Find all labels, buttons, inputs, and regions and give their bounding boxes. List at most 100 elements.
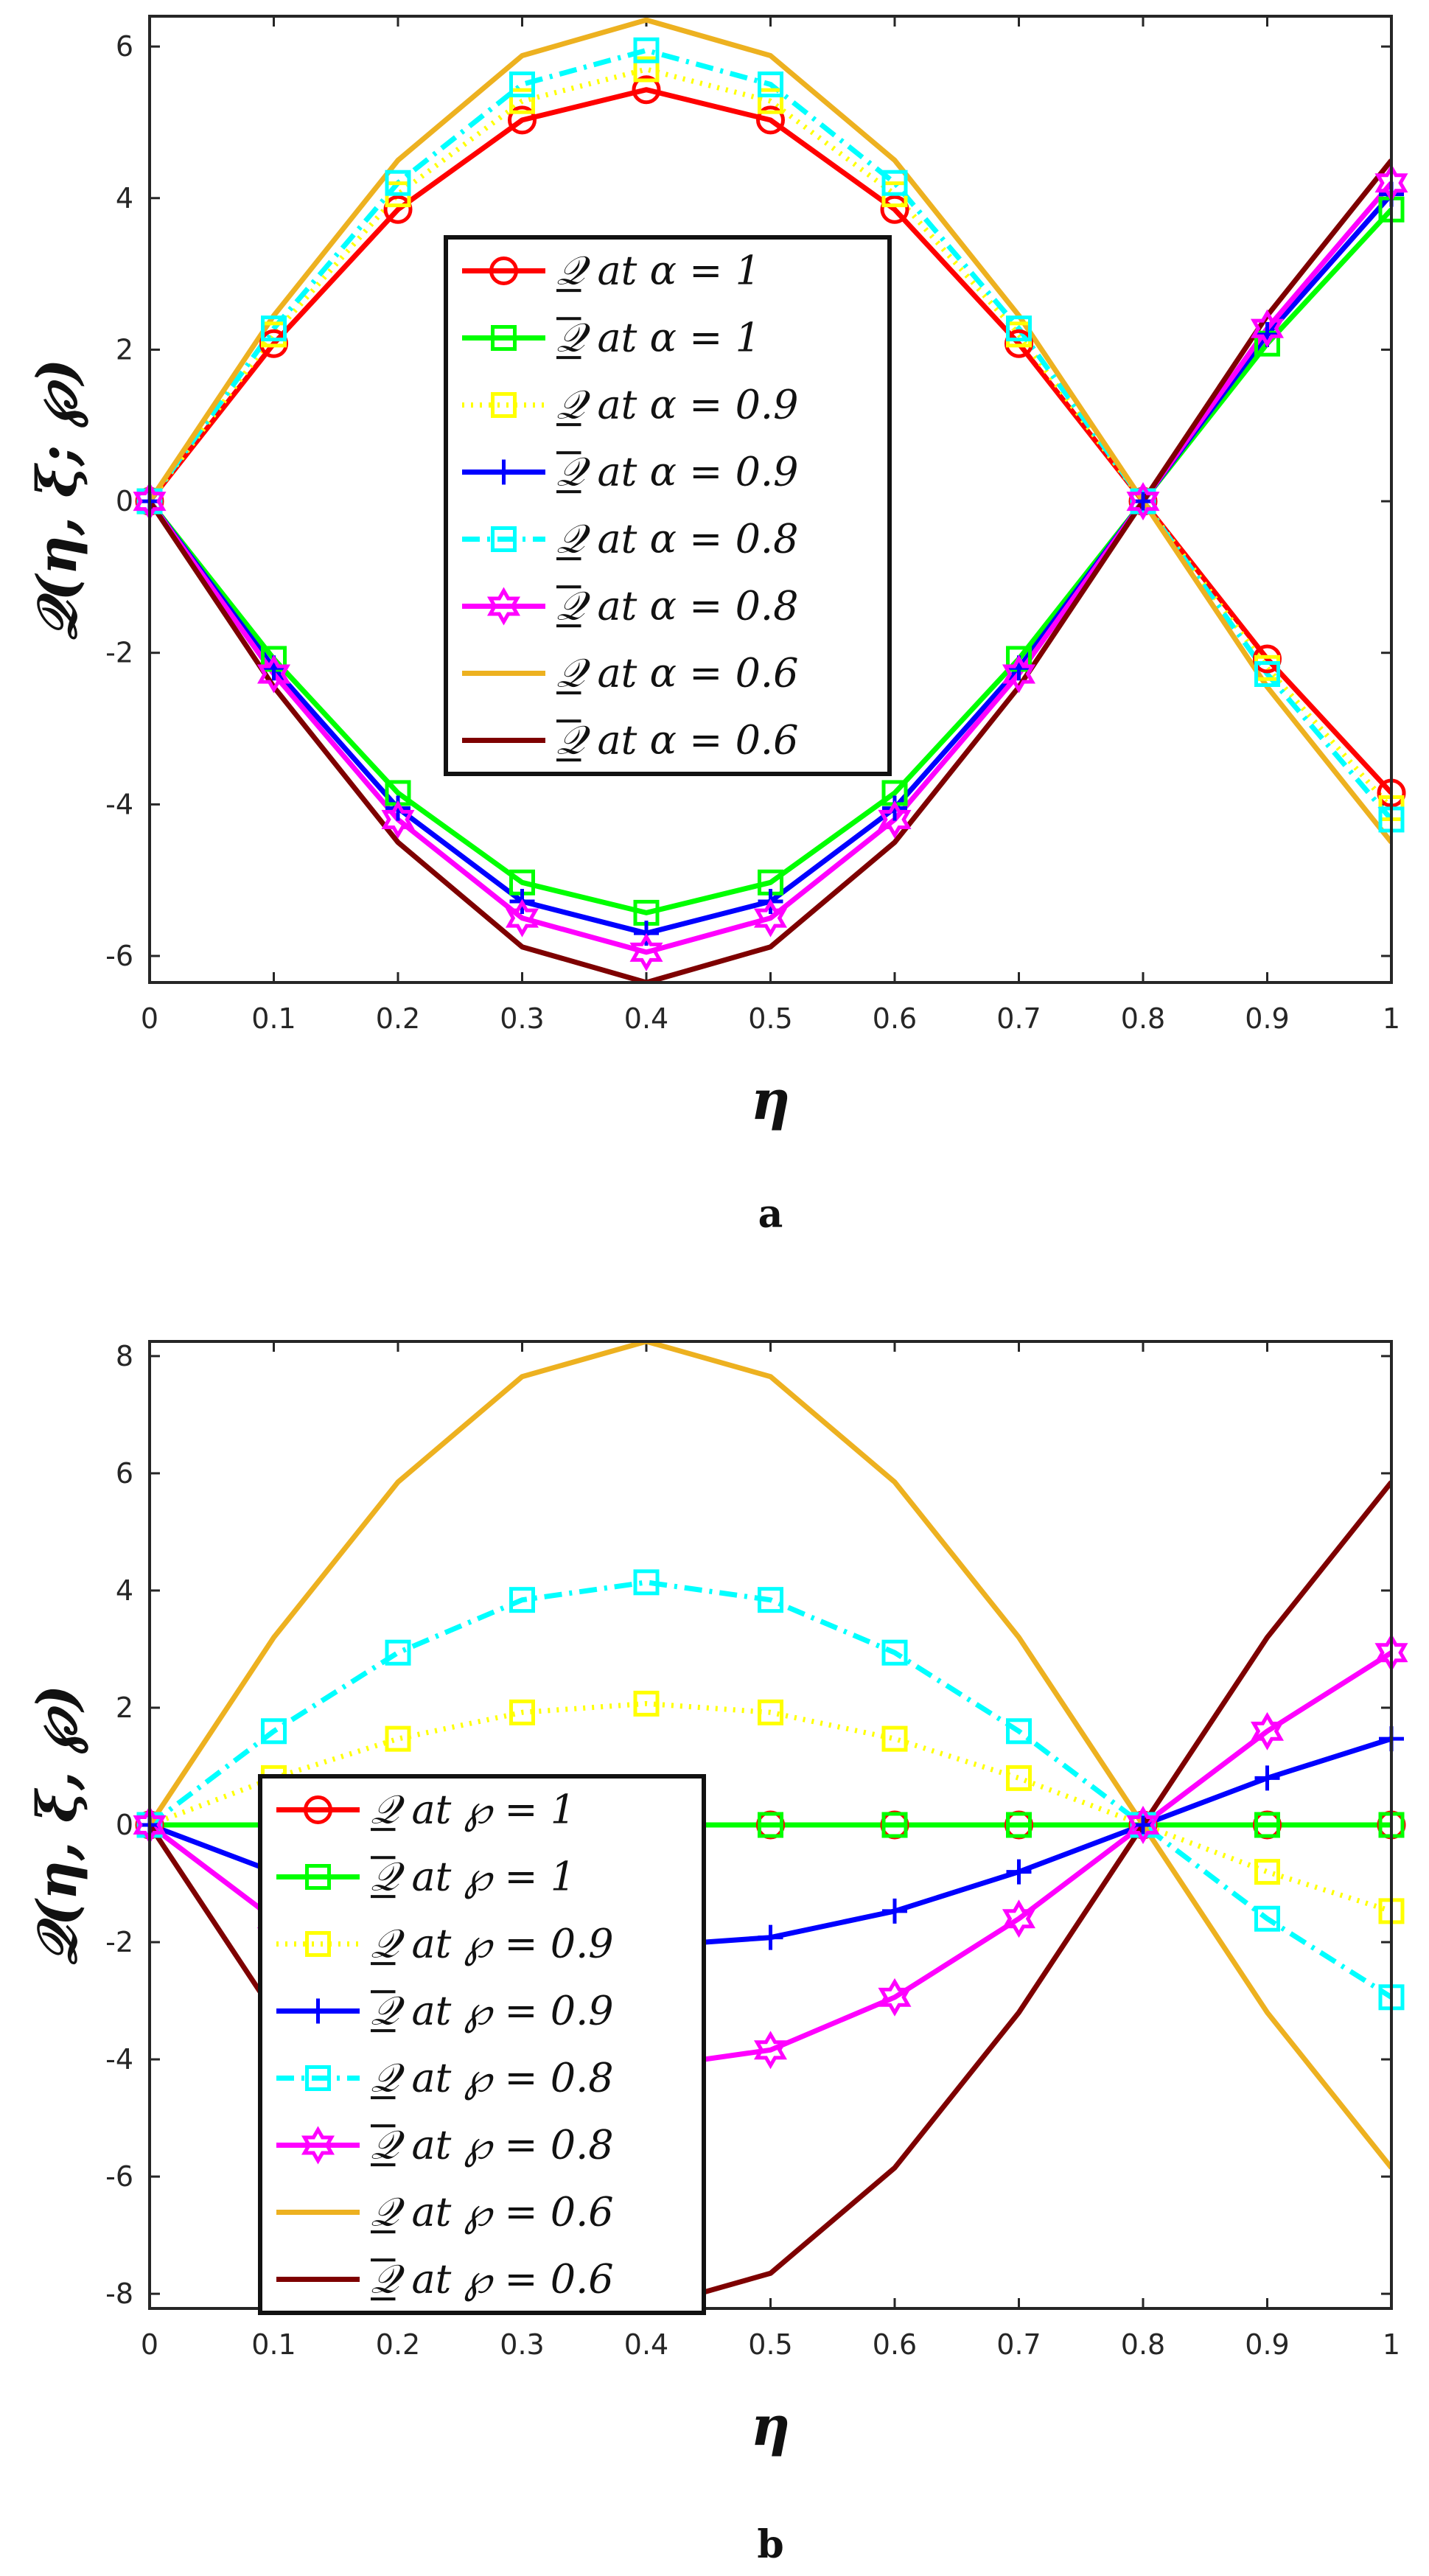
chart1-series-2-point	[1254, 1859, 1280, 1885]
chart1-series-line-4	[150, 1580, 1391, 2000]
chart0-series-4-point	[1006, 315, 1032, 342]
chart0-xtick-label: 0.2	[376, 1002, 420, 1035]
chart0-ytick-label: 0	[116, 485, 133, 517]
chart1-series-2-point	[881, 1725, 908, 1752]
chart1-legend-marker-5	[301, 2126, 335, 2165]
chart1-panel-letter: b	[757, 2522, 783, 2567]
chart1-series-4-point	[633, 1569, 660, 1596]
chart1-series-4-point	[509, 1587, 535, 1613]
chart1-xtick-label: 0.1	[251, 2328, 296, 2361]
chart0-series-4-point	[881, 170, 908, 196]
chart0-x-axis-label: η	[751, 1069, 791, 1132]
chart0-series-4-point	[1254, 661, 1280, 688]
chart0-series-0-point	[508, 105, 537, 135]
chart1-series-line-2	[150, 1700, 1391, 1914]
chart1-legend-label-6: at ℘ = 0.6	[411, 2189, 613, 2235]
chart1-series-2-point	[1006, 1765, 1032, 1791]
chart0-series-3-point	[882, 795, 907, 821]
chart0-series-5-point	[1250, 309, 1285, 348]
chart0-ytick-label: -6	[105, 940, 133, 972]
chart0-series-5-point	[878, 800, 912, 839]
chart0-legend-label-6: at α = 0.6	[597, 650, 798, 697]
chart1-axes-frame	[148, 1340, 1393, 2310]
chart1-xtick-label: 0.2	[376, 2328, 420, 2361]
chart1-ytick-label: -2	[105, 1926, 133, 1958]
chart0-series-4-point	[633, 37, 660, 63]
chart1-series-1-point	[881, 1812, 908, 1838]
chart0-legend-marker-4	[491, 526, 517, 552]
chart1-ytick-label: -8	[105, 2277, 133, 2310]
chart1-series-3-point	[1006, 1859, 1032, 1885]
chart1-y-axis-label: 𝒬(η, ξ, ℘)	[26, 1685, 89, 1966]
chart1-xtick-label: 0.7	[996, 2328, 1041, 2361]
chart1-series-4-point	[1254, 1905, 1280, 1932]
chart1-series-4-point	[385, 1639, 411, 1666]
chart1-series-2-point	[758, 1699, 783, 1725]
chart1-series-4-point	[261, 1718, 287, 1745]
chart1-series-1-point	[1006, 1812, 1032, 1838]
chart0-legend-label-3: at α = 0.9	[597, 449, 798, 495]
chart0-xtick-label: 0.9	[1245, 1002, 1289, 1035]
chart1-ytick-label: 0	[116, 1809, 133, 1841]
chart0-xtick-label: 0.8	[1121, 1002, 1165, 1035]
chart1-xtick-label: 0.4	[624, 2328, 668, 2361]
chart0-xtick-label: 0.5	[748, 1002, 792, 1035]
chart1-series-4-point	[1006, 1718, 1032, 1745]
chart0-series-line-2	[150, 66, 1391, 810]
chart0-legend-label-5: at α = 0.8	[597, 583, 798, 629]
chart0-legend-marker-1	[491, 325, 517, 351]
chart1-legend-marker-4	[305, 2065, 331, 2091]
chart0-xtick-label: 0.1	[251, 1002, 296, 1035]
chart1-xtick-label: 1	[1383, 2328, 1400, 2361]
chart0-panel-letter: a	[758, 1192, 783, 1237]
chart1-legend-label-0: at ℘ = 1	[411, 1787, 576, 1833]
chart0-xtick-label: 0.7	[996, 1002, 1041, 1035]
chart0-series-4-point	[385, 170, 411, 196]
chart0-legend-marker-0	[489, 256, 518, 285]
chart1-xtick-label: 0.9	[1245, 2328, 1289, 2361]
chart1-series-3-point	[882, 1898, 907, 1924]
chart0-legend-label-0: at α = 1	[597, 248, 760, 294]
chart1-series-5-point	[1126, 1806, 1160, 1844]
chart1-legend-label-7: at ℘ = 0.6	[411, 2256, 613, 2303]
chart1-ytick-label: 4	[116, 1574, 133, 1607]
chart1-legend-marker-2	[305, 1931, 331, 1957]
chart0-series-4-point	[509, 71, 535, 98]
chart1-series-5-point	[1002, 1899, 1036, 1938]
chart0-series-5-point	[629, 932, 663, 971]
chart1-series-4-point	[758, 1587, 783, 1613]
chart1-legend-box	[258, 1774, 706, 2315]
chart1-ytick-label: 8	[116, 1340, 133, 1372]
chart0-series-2-point	[509, 88, 535, 114]
chart0-series-3-point	[385, 795, 410, 821]
chart-panel-a: 0 0.1 0.2 0.3 0.4 0.5 0.6 0.7 0.8 0.9 1 -6 -4 -2 0 2 4 6 η…	[26, 15, 1408, 1237]
chart1-series-5-point	[878, 1978, 912, 2017]
chart0-series-5-point	[1126, 482, 1160, 521]
chart0-series-0-point	[632, 75, 661, 105]
chart0-series-5-point	[505, 898, 539, 938]
chart0-series-4-point	[758, 71, 783, 98]
chart0-series-5-point	[1002, 655, 1036, 694]
chart0-legend-marker-5	[486, 587, 521, 626]
chart1-series-4-point	[881, 1639, 908, 1666]
chart0-ytick-label: -4	[105, 788, 133, 820]
chart0-axes-frame	[148, 15, 1393, 984]
chart0-legend-box	[444, 235, 892, 776]
chart0-y-axis-label: 𝒬(η, ξ; ℘)	[26, 358, 89, 640]
chart0-series-0-point	[756, 105, 785, 135]
chart0-ytick-label: 2	[116, 333, 133, 366]
chart0-series-4-point	[261, 315, 287, 342]
chart0-series-2-point	[758, 88, 783, 114]
chart1-legend-label-3: at ℘ = 0.9	[411, 1988, 613, 2034]
chart1-ytick-label: 2	[116, 1692, 133, 1724]
chart1-ytick-label: -6	[105, 2160, 133, 2193]
chart1-ytick-label: -4	[105, 2043, 133, 2076]
chart1-xtick-label: 0.3	[500, 2328, 544, 2361]
chart0-legend-label-2: at α = 0.9	[597, 382, 798, 428]
chart1-xtick-label: 0.8	[1121, 2328, 1165, 2361]
chart0-legend-label-4: at α = 0.8	[597, 516, 798, 562]
chart1-xtick-label: 0.5	[748, 2328, 792, 2361]
chart1-series-1-point	[758, 1812, 783, 1838]
